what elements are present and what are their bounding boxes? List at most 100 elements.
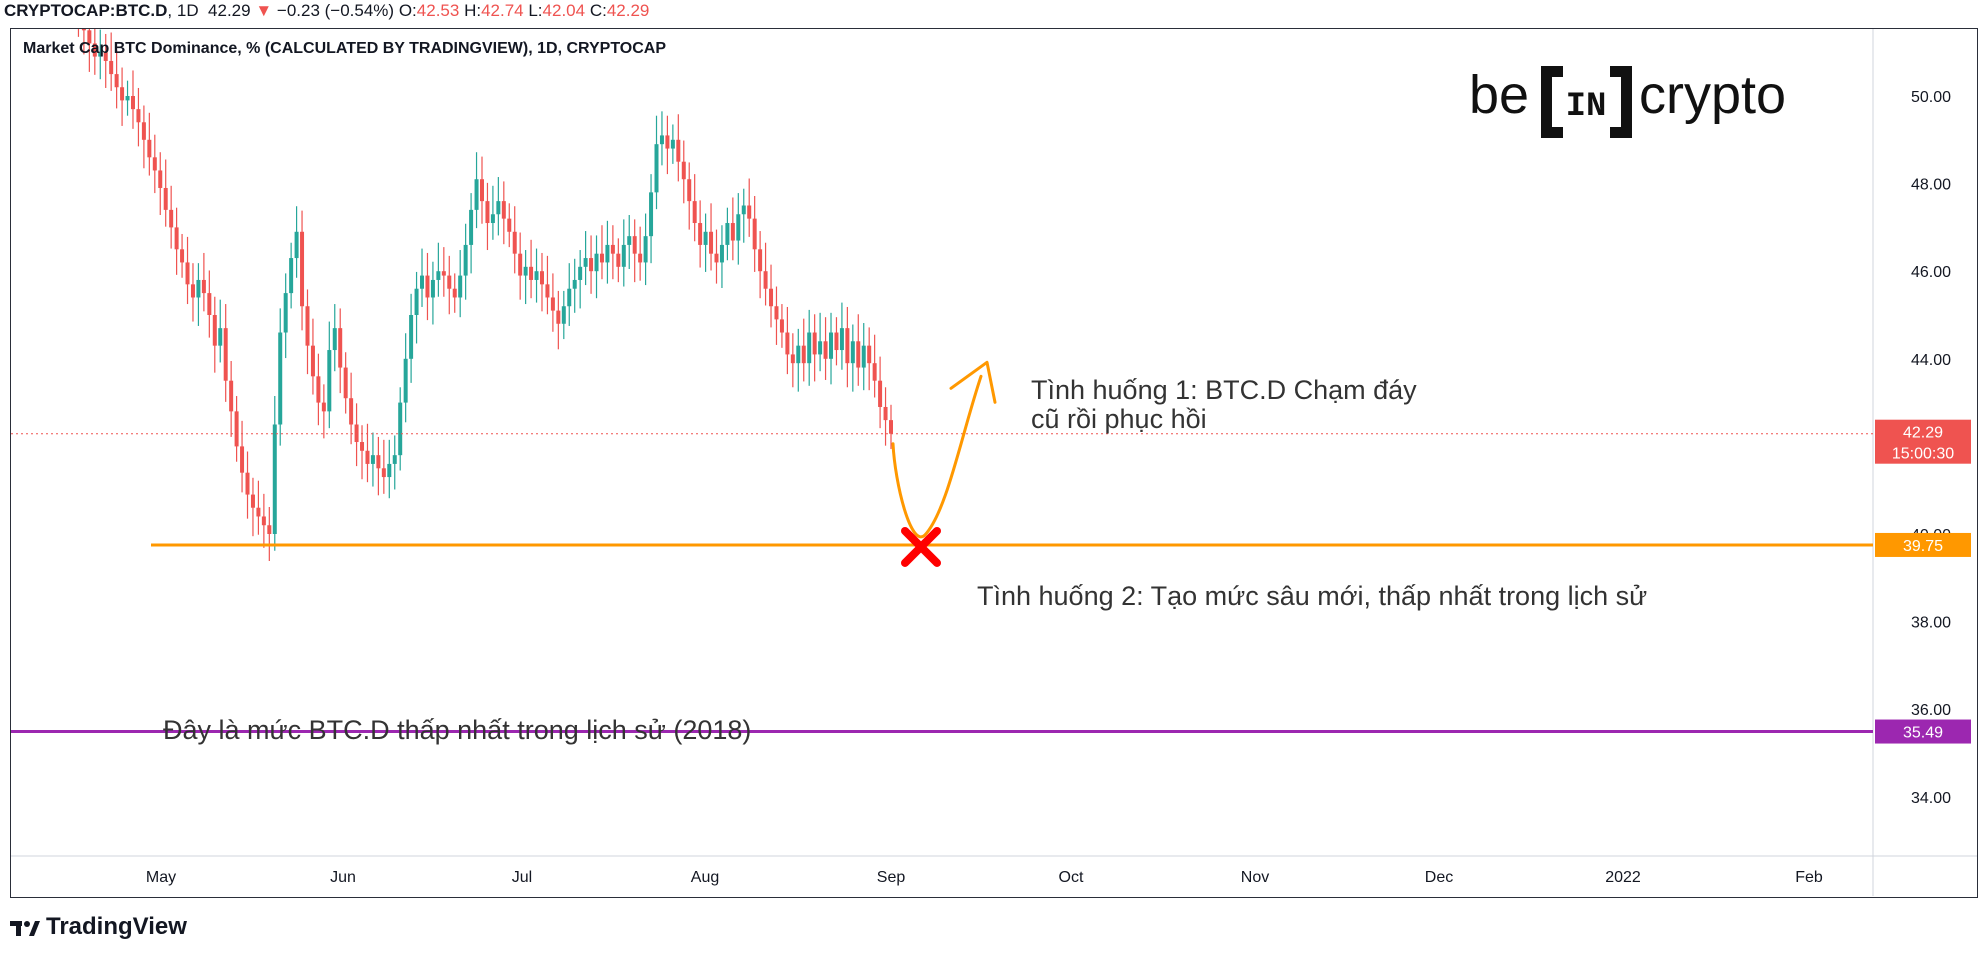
candle-body [294,231,299,259]
price-chart[interactable]: Market Cap BTC Dominance, % (CALCULATED … [11,29,1977,896]
candle-body [420,275,425,289]
candle-body [469,209,474,245]
candle-body [316,376,321,403]
candle-body [414,288,419,315]
candle-body [529,266,534,280]
candle-body [321,402,326,412]
time-tick-label: Feb [1795,869,1823,886]
candle-body [185,262,190,285]
scenario1-text-line1: Tình huống 1: BTC.D Chạm đáy [1031,375,1417,405]
candle-body [245,472,250,495]
candles [77,29,893,562]
candle-body [850,341,855,364]
arrowhead-icon [949,360,997,404]
support-badge-text: 39.75 [1903,538,1943,555]
logo-box-inner [1552,77,1621,127]
candle-body [229,380,234,412]
candle-body [387,463,392,478]
candle-body [567,288,572,307]
candle-body [845,328,850,364]
candle-body [207,293,212,315]
scenario2-text: Tình huống 2: Tạo mức sâu mới, thấp nhất… [977,581,1647,611]
tradingview-footer: TradingView [10,912,187,942]
candle-body [496,201,501,215]
candle-body [534,271,539,280]
historic-low-badge-text: 35.49 [1903,725,1943,742]
candle-body [594,253,599,272]
candle-body [370,455,375,464]
candle-body [714,253,719,263]
candle-body [550,297,555,311]
tradingview-brand: TradingView [46,913,187,940]
candle-body [599,253,604,263]
candle-body [512,231,517,254]
scenario1-text-line2: cũ rồi phục hồi [1031,404,1207,434]
candle-body [381,468,386,478]
candle-body [676,139,681,162]
candle-body [556,310,561,324]
candle-body [447,275,452,289]
candle-body [687,179,692,202]
candle-body [256,507,261,517]
candle-body [147,139,152,158]
price-tick-label: 34.00 [1911,790,1951,807]
candle-body [709,231,714,254]
candle-body [681,161,686,180]
candle-body [490,214,495,224]
candle-body [719,244,724,263]
candle-body [659,135,664,145]
candle-body [223,328,228,381]
candle-body [87,30,92,44]
time-tick-label: Nov [1241,869,1269,886]
candle-body [638,253,643,263]
candle-body [698,223,703,245]
candle-body [360,442,365,451]
candle-body [365,450,370,464]
symbol-header: CRYPTOCAP:BTC.D, 1D 42.29 ▼ −0.23 (−0.54… [4,1,650,20]
logo-center: IN [1566,88,1607,126]
logo-left: be [1469,65,1529,125]
chart-frame[interactable]: Market Cap BTC Dominance, % (CALCULATED … [10,28,1978,898]
candle-body [261,516,266,526]
candle-body [240,446,245,473]
price-tick-label: 38.00 [1911,615,1951,632]
candle-body [785,332,790,355]
candle-body [81,29,86,31]
candle-body [136,109,141,123]
candle-body [867,345,872,364]
open-label: O: [398,1,417,20]
candle-body [883,406,888,421]
candle-body [201,279,206,294]
candle-body [174,227,179,250]
candle-body [578,266,583,280]
candle-body [125,96,130,101]
support-badge [1875,532,1971,557]
candle-body [796,345,801,364]
interval[interactable]: 1D [176,1,199,20]
candle-body [605,244,610,263]
candle-body [392,455,397,464]
historic-low-text: Đây là mức BTC.D thấp nhất trong lịch sử… [163,715,751,745]
candle-body [670,139,675,149]
candle-body [267,525,272,534]
candle-body [769,288,774,307]
candle-body [610,244,615,254]
low-label: L: [528,1,543,20]
time-axis[interactable]: May Jun Jul Aug Sep Oct Nov Dec 2022 Feb [146,869,1823,886]
scenario-arrow [891,374,983,539]
candle-body [480,179,484,202]
price-tick-label: 48.00 [1911,177,1951,194]
price-tick-label: 44.00 [1911,352,1951,369]
low-value: 42.04 [542,1,586,20]
candle-body [878,380,883,407]
candle-body [158,170,163,188]
candle-body [474,179,479,210]
last-price: 42.29 [208,1,251,20]
candle-body [621,244,626,267]
symbol-name[interactable]: CRYPTOCAP:BTC.D [4,1,168,20]
candle-body [338,328,343,368]
axis-badges: 42.29 15:00:30 39.75 35.49 [1875,419,1971,744]
candle-body [485,201,490,224]
candle-body [616,253,621,267]
close-value: 42.29 [606,1,650,20]
